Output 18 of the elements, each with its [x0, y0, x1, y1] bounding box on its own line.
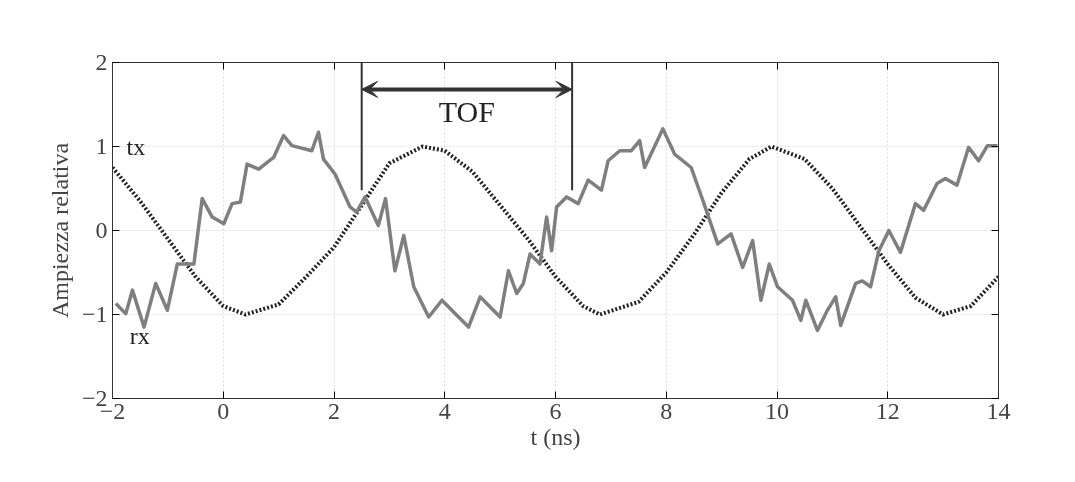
y-tick-label: 1: [95, 133, 108, 159]
x-tick-label: 2: [328, 397, 340, 424]
x-tick-label: 10: [765, 397, 789, 424]
y-tick-label: 0: [95, 217, 108, 243]
y-axis-title: Ampiezza relativa: [46, 142, 73, 319]
x-tick-label: 4: [438, 397, 451, 424]
x-tick-label: 14: [986, 397, 1011, 424]
y-tick-label: −1: [81, 301, 108, 327]
x-tick-label: 0: [217, 397, 230, 424]
y-tick-label: 2: [95, 49, 108, 75]
x-tick-label: 6: [549, 397, 562, 424]
x-tick-label: 12: [875, 397, 900, 424]
series-label: tx: [126, 133, 146, 160]
annotation: TOF: [438, 95, 495, 129]
line-series: [114, 127, 999, 333]
series-label: rx: [129, 322, 150, 349]
x-tick-label: 8: [660, 397, 673, 424]
x-axis-title: t (ns): [530, 423, 581, 450]
